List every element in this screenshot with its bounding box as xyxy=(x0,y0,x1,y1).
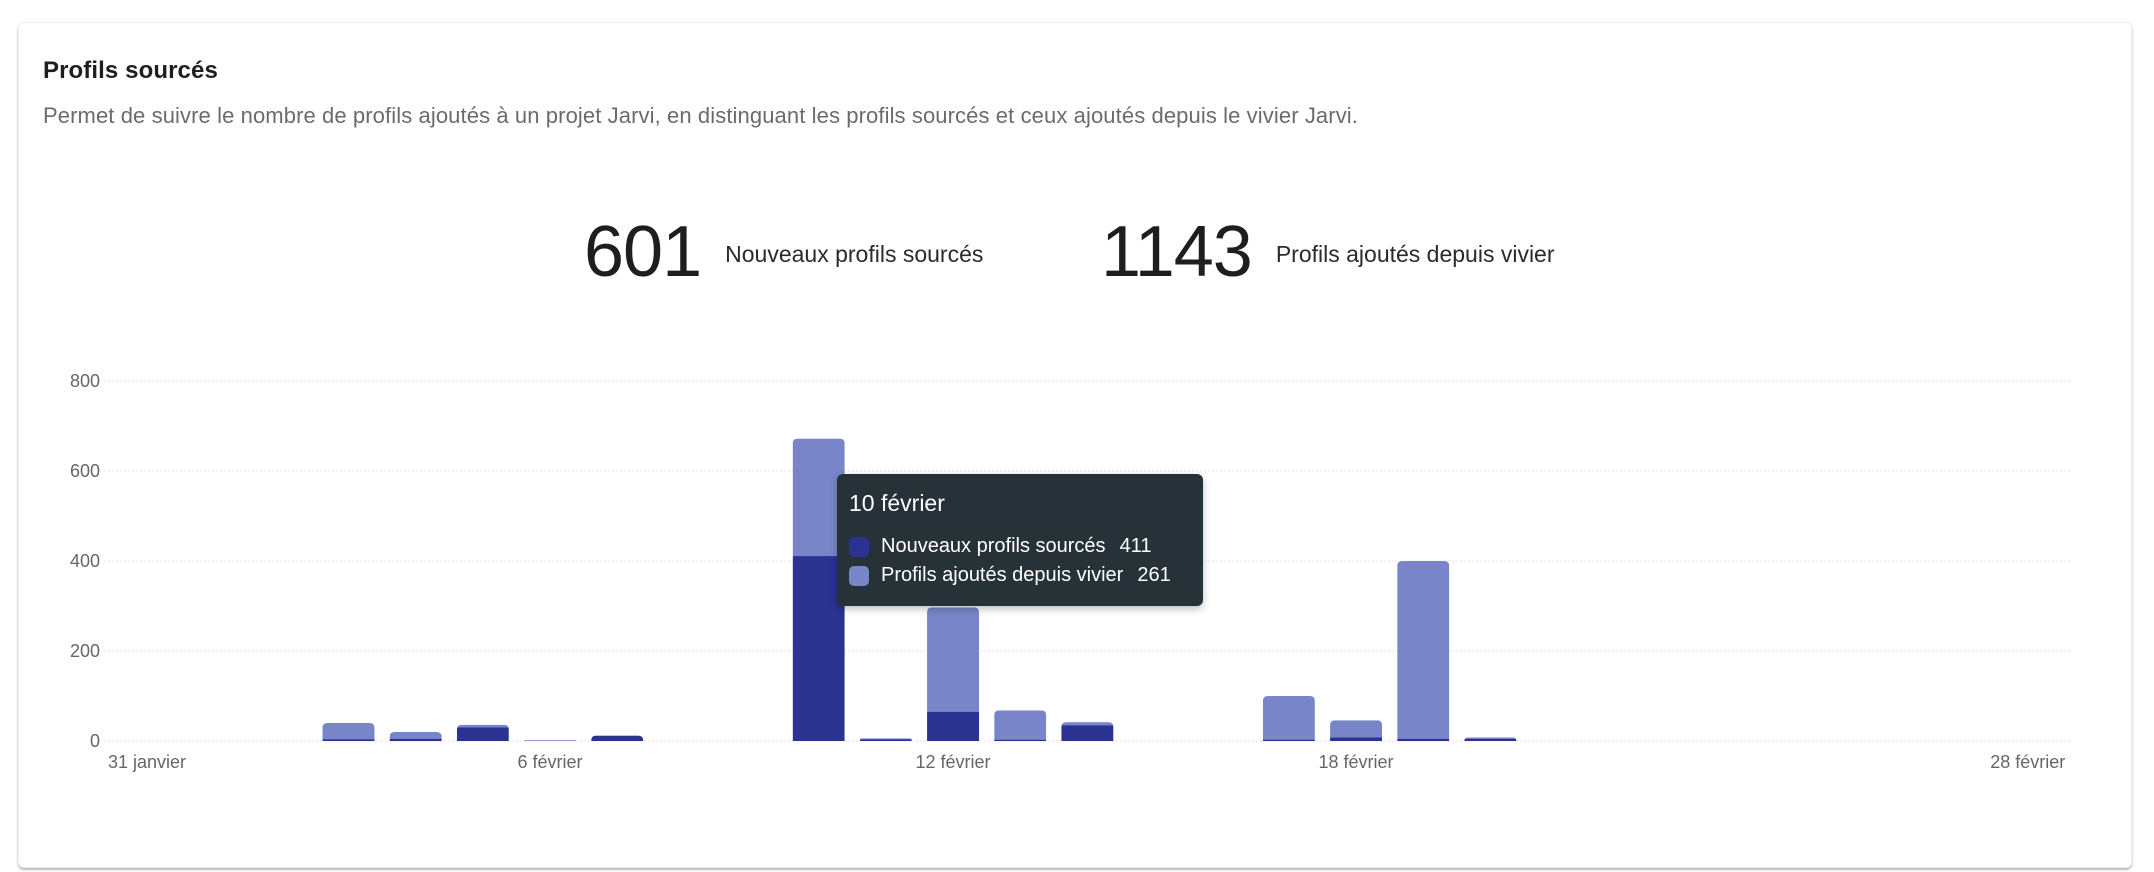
bar-segment-pool[interactable] xyxy=(322,723,375,740)
bar-segment-sourced[interactable] xyxy=(591,735,644,741)
bar-segment-pool[interactable] xyxy=(456,724,509,728)
kpi-label: Nouveaux profils sourcés xyxy=(725,241,984,267)
bar-6-février[interactable] xyxy=(524,740,577,741)
bar-segment-sourced[interactable] xyxy=(322,739,375,741)
bar-4-février[interactable] xyxy=(389,732,442,741)
legend-swatch-dark-icon xyxy=(849,536,869,557)
bar-segment-sourced[interactable] xyxy=(927,711,980,741)
bar-segment-sourced[interactable] xyxy=(1262,739,1315,742)
bar-18-février[interactable] xyxy=(1330,720,1383,741)
bar-segment-pool[interactable] xyxy=(1464,737,1517,739)
tooltip-title: 10 février xyxy=(849,490,945,516)
kpi-new-sourced: 601 Nouveaux profils sourcés xyxy=(584,200,983,304)
bar-segment-pool[interactable] xyxy=(1262,696,1315,740)
bar-segment-sourced[interactable] xyxy=(456,727,509,742)
legend-swatch-light-icon xyxy=(849,565,869,586)
bar-11-février[interactable] xyxy=(859,738,912,741)
bar-segment-pool[interactable] xyxy=(1061,722,1114,726)
bar-segment-pool[interactable] xyxy=(994,710,1047,740)
bar-segment-sourced[interactable] xyxy=(1061,725,1114,741)
bar-7-février[interactable] xyxy=(591,735,644,741)
bar-20-février[interactable] xyxy=(1464,737,1517,741)
kpi-added-from-pool: 1143 Profils ajoutés depuis vivier xyxy=(1101,200,1555,304)
bar-segment-sourced[interactable] xyxy=(1330,737,1383,741)
chart-tooltip: 10 février Nouveaux profils sourcés 411 … xyxy=(837,474,1203,606)
bar-segment-pool[interactable] xyxy=(1397,561,1450,739)
bar-10-février[interactable] xyxy=(792,438,845,741)
bar-17-février[interactable] xyxy=(1262,696,1315,742)
bar-segment-sourced[interactable] xyxy=(994,739,1047,742)
bar-5-février[interactable] xyxy=(456,724,509,742)
tooltip-label: Nouveaux profils sourcés xyxy=(881,535,1106,557)
kpi-value: 601 xyxy=(584,212,702,292)
bar-14-février[interactable] xyxy=(1061,722,1114,741)
bar-segment-pool[interactable] xyxy=(792,438,845,557)
card-title: Profils sourcés xyxy=(43,57,218,84)
kpi-label: Profils ajoutés depuis vivier xyxy=(1275,241,1555,267)
bar-segment-sourced[interactable] xyxy=(389,738,442,741)
kpi-value: 1143 xyxy=(1101,212,1253,292)
card-description: Permet de suivre le nombre de profils aj… xyxy=(43,103,1358,128)
bar-segment-pool[interactable] xyxy=(927,607,980,712)
bar-segment-sourced[interactable] xyxy=(859,739,912,741)
bar-segment-pool[interactable] xyxy=(859,738,912,740)
tooltip-value: 411 xyxy=(1119,535,1152,557)
bar-segment-pool[interactable] xyxy=(389,732,442,739)
tooltip-row-sourced: Nouveaux profils sourcés 411 xyxy=(849,532,1191,561)
profils-sources-card xyxy=(18,22,2132,868)
bar-segment-sourced[interactable] xyxy=(792,556,845,741)
bar-13-février[interactable] xyxy=(994,710,1047,742)
kpi-row: 601 Nouveaux profils sourcés 1143 Profil… xyxy=(0,200,2154,300)
tooltip-row-pool: Profils ajoutés depuis vivier 261 xyxy=(849,561,1191,590)
bar-segment-sourced[interactable] xyxy=(1397,738,1450,741)
bar-segment-pool[interactable] xyxy=(524,740,577,741)
bar-3-février[interactable] xyxy=(322,723,375,741)
tooltip-value: 261 xyxy=(1137,564,1171,586)
bar-segment-sourced[interactable] xyxy=(1464,738,1517,741)
bar-segment-pool[interactable] xyxy=(1330,720,1383,738)
bar-12-février[interactable] xyxy=(927,607,980,741)
tooltip-label: Profils ajoutés depuis vivier xyxy=(881,564,1124,586)
bar-19-février[interactable] xyxy=(1397,561,1450,741)
